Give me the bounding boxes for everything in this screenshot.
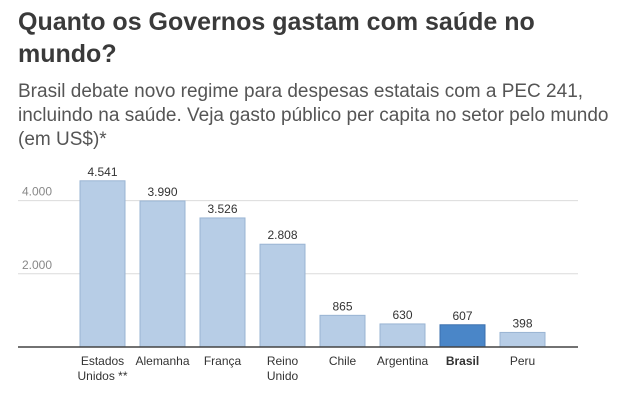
bar	[139, 200, 186, 348]
data-label: 4.541	[87, 165, 117, 179]
data-label: 630	[392, 308, 412, 322]
data-label: 865	[332, 299, 352, 313]
x-tick-label: Unidos **	[77, 369, 127, 383]
y-tick-label: 2.000	[22, 258, 52, 272]
chart-title: Quanto os Governos gastam com saúde no m…	[18, 8, 535, 68]
x-tick-label: França	[204, 354, 242, 368]
x-tick-label: Peru	[510, 354, 535, 368]
chart-subtitle: Brasil debate novo regime para despesas …	[18, 81, 609, 150]
data-label: 398	[512, 316, 532, 330]
x-tick-label: Alemanha	[135, 354, 189, 368]
data-label: 3.526	[207, 202, 237, 216]
data-label: 2.808	[267, 228, 297, 242]
bar	[199, 217, 246, 348]
x-tick-label: Reino	[267, 354, 299, 368]
x-tick-label: Unido	[267, 369, 299, 383]
bar	[259, 243, 306, 348]
x-tick-label: Brasil	[446, 354, 479, 368]
bar	[439, 324, 486, 348]
x-tick-label: Chile	[329, 354, 357, 368]
bar	[499, 331, 546, 348]
bar	[79, 180, 126, 348]
y-tick-label: 4.000	[22, 185, 52, 199]
bar	[379, 323, 426, 348]
x-tick-label: Estados	[81, 354, 124, 368]
data-label: 3.990	[147, 185, 177, 199]
x-tick-label: Argentina	[377, 354, 429, 368]
data-label: 607	[452, 309, 472, 323]
bar	[319, 314, 366, 348]
